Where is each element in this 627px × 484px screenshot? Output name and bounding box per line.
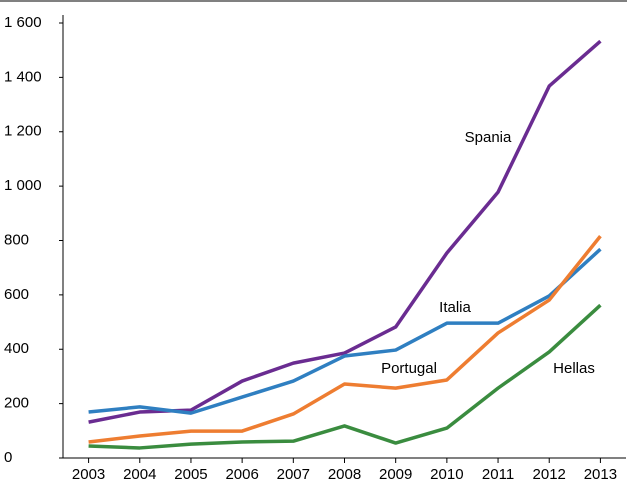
y-tick-label: 1 600 [4,14,42,31]
x-tick-label: 2011 [482,466,514,483]
y-tick-label: 200 [4,395,29,412]
x-tick-label: 2013 [584,466,617,483]
x-tick-label: 2006 [225,466,258,483]
y-tick-label: 400 [4,340,29,357]
y-tick-label: 1 000 [4,177,42,194]
x-tick-label: 2009 [379,466,412,483]
series-label: Spania [465,129,512,146]
series-label: Portugal [381,360,437,377]
y-tick-label: 1 400 [4,68,42,85]
x-tick-label: 2004 [123,466,156,483]
x-tick-label: 2012 [533,466,566,483]
x-tick-label: 2003 [72,466,105,483]
x-tick-label: 2010 [430,466,463,483]
x-tick-label: 2008 [328,466,361,483]
y-tick-label: 600 [4,286,29,303]
x-tick-label: 2007 [277,466,310,483]
line-series [88,247,602,415]
line-series [88,235,602,444]
y-tick-label: 1 200 [4,123,42,140]
y-tick-label: 0 [4,449,12,466]
x-tick-label: 2005 [174,466,207,483]
series-label: Hellas [553,360,595,377]
y-tick-label: 800 [4,231,29,248]
line-series [88,303,602,450]
line-series [88,39,602,424]
series-label: Italia [439,299,471,316]
